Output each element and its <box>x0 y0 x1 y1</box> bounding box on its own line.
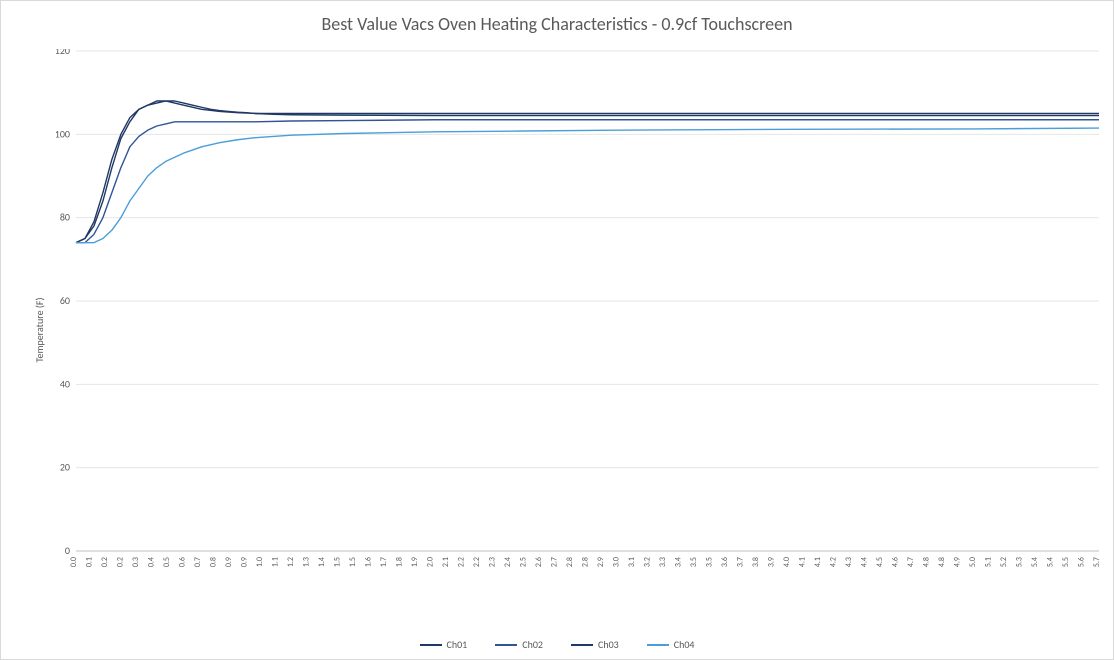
y-tick-label: 40 <box>60 377 70 390</box>
x-tick-label: 5.4 <box>1046 557 1056 567</box>
legend-item-ch01: Ch01 <box>420 638 468 651</box>
x-tick-label: 1.6 <box>364 557 374 567</box>
legend-label: Ch02 <box>522 638 543 651</box>
x-tick-label: 1.0 <box>255 557 265 567</box>
x-tick-label: 4.6 <box>891 557 901 567</box>
y-axis-title: Temperature (F) <box>33 297 46 362</box>
x-tick-label: 2.8 <box>581 557 591 567</box>
x-tick-label: 0.3 <box>131 557 141 567</box>
y-tick-label: 100 <box>56 127 70 140</box>
legend-swatch <box>495 644 517 646</box>
x-tick-label: 0.1 <box>85 557 95 567</box>
x-tick-label: 1.3 <box>302 557 312 567</box>
legend-label: Ch01 <box>447 638 468 651</box>
x-tick-label: 5.0 <box>968 557 978 567</box>
x-tick-label: 4.3 <box>844 557 854 567</box>
x-tick-label: 1.2 <box>286 557 296 567</box>
legend-label: Ch03 <box>598 638 619 651</box>
x-tick-label: 3.0 <box>612 557 622 567</box>
x-tick-label: 3.4 <box>674 557 684 567</box>
x-tick-label: 3.2 <box>643 557 653 567</box>
x-tick-label: 5.2 <box>999 557 1009 567</box>
x-tick-label: 2.2 <box>457 557 467 567</box>
y-tick-label: 0 <box>65 544 70 557</box>
x-tick-label: 2.8 <box>565 557 575 567</box>
y-tick-label: 60 <box>60 294 70 307</box>
x-tick-label: 5.6 <box>1077 557 1087 567</box>
x-tick-label: 3.6 <box>720 557 730 567</box>
chart-container: Best Value Vacs Oven Heating Characteris… <box>0 0 1114 660</box>
x-tick-label: 4.1 <box>798 557 808 567</box>
legend-item-ch02: Ch02 <box>495 638 543 651</box>
x-tick-label: 3.3 <box>658 557 668 567</box>
legend-label: Ch04 <box>674 638 695 651</box>
y-tick-label: 20 <box>60 461 70 474</box>
x-tick-label: 3.7 <box>736 557 746 567</box>
x-tick-label: 0.0 <box>69 557 79 567</box>
x-tick-label: 5.3 <box>1015 557 1025 567</box>
plot-svg: 0 20 40 60 80 100 120 0.0 0.1 0.2 0.2 0.3 0.4 0.5 0.6 0… <box>56 49 1101 589</box>
series-line-ch02 <box>76 120 1099 243</box>
x-tick-label: 1.8 <box>395 557 405 567</box>
x-tick-label: 3.8 <box>751 557 761 567</box>
x-tick-label: 0.2 <box>100 557 110 567</box>
x-tick-label: 2.3 <box>488 557 498 567</box>
x-tick-label: 0.2 <box>116 557 126 567</box>
legend-swatch <box>420 644 442 646</box>
x-tick-label: 1.1 <box>271 557 281 567</box>
x-tick-label: 4.8 <box>922 557 932 567</box>
x-tick-label: 1.5 <box>333 557 343 567</box>
x-tick-label: 4.4 <box>860 557 870 567</box>
x-tick-label: 4.7 <box>906 557 916 567</box>
x-tick-label: 2.2 <box>472 557 482 567</box>
x-tick-label: 4.9 <box>953 557 963 567</box>
x-tick-label: 0.9 <box>224 557 234 567</box>
legend: Ch01 Ch02 Ch03 Ch04 <box>1 638 1113 651</box>
x-tick-label: 5.5 <box>1061 557 1071 567</box>
x-tick-label: 1.7 <box>379 557 389 567</box>
x-tick-label: 2.6 <box>534 557 544 567</box>
x-tick-label: 0.9 <box>240 557 250 567</box>
x-tick-label: 2.1 <box>441 557 451 567</box>
y-tick-label: 80 <box>60 211 70 224</box>
legend-swatch <box>647 644 669 646</box>
x-tick-label: 2.9 <box>596 557 606 567</box>
x-tick-label: 1.4 <box>317 557 327 567</box>
x-tick-label: 3.9 <box>767 557 777 567</box>
x-tick-label: 4.5 <box>875 557 885 567</box>
legend-swatch <box>571 644 593 646</box>
x-tick-label: 3.5 <box>689 557 699 567</box>
x-tick-label: 4.1 <box>813 557 823 567</box>
y-tick-label: 120 <box>56 49 70 57</box>
chart-title: Best Value Vacs Oven Heating Characteris… <box>1 13 1113 35</box>
legend-item-ch03: Ch03 <box>571 638 619 651</box>
x-tick-label: 2.4 <box>503 557 513 567</box>
x-tick-label: 4.8 <box>937 557 947 567</box>
x-tick-label: 1.5 <box>348 557 358 567</box>
x-tick-label: 1.9 <box>410 557 420 567</box>
plot-area: 0 20 40 60 80 100 120 0.0 0.1 0.2 0.2 0.3 0.4 0.5 0.6 0… <box>56 49 1101 589</box>
x-tick-label: 4.2 <box>829 557 839 567</box>
x-tick-label: 5.7 <box>1092 557 1101 567</box>
x-tick-label: 0.5 <box>162 557 172 567</box>
x-tick-label: 3.5 <box>705 557 715 567</box>
x-tick-label: 0.6 <box>178 557 188 567</box>
legend-item-ch04: Ch04 <box>647 638 695 651</box>
x-tick-label: 0.8 <box>209 557 219 567</box>
x-tick-label: 2.0 <box>426 557 436 567</box>
x-tick-label: 5.4 <box>1030 557 1040 567</box>
x-tick-label: 0.7 <box>193 557 203 567</box>
x-tick-label: 2.5 <box>519 557 529 567</box>
x-tick-label: 4.0 <box>782 557 792 567</box>
x-tick-label: 2.7 <box>550 557 560 567</box>
series-line-ch04 <box>76 128 1099 243</box>
x-tick-label: 5.1 <box>984 557 994 567</box>
x-tick-label: 0.4 <box>147 557 157 567</box>
x-tick-label: 3.1 <box>627 557 637 567</box>
